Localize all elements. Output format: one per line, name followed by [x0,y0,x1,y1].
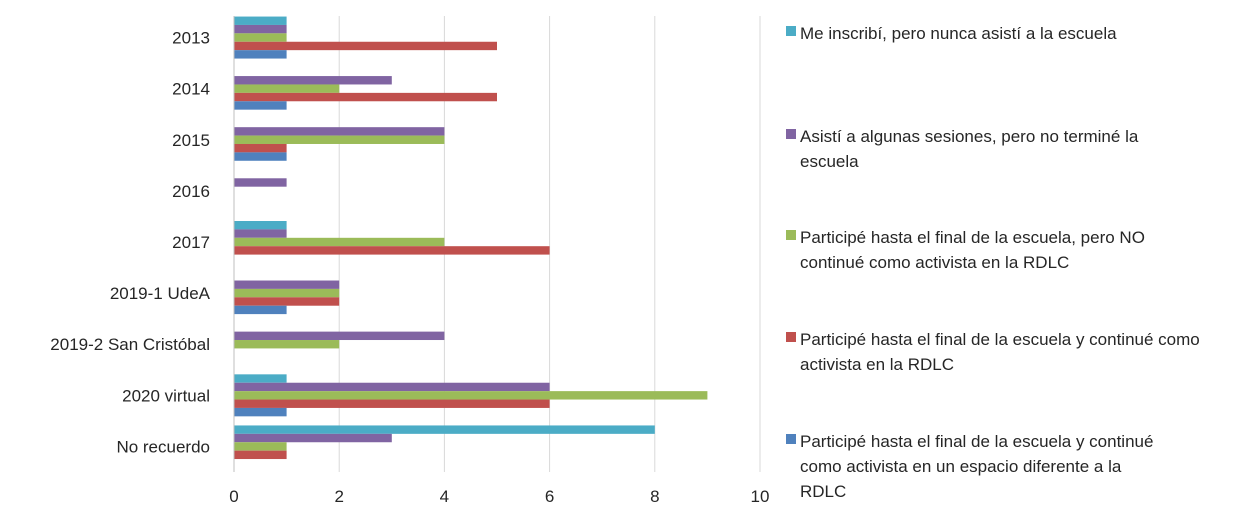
bar [234,340,340,349]
bar [234,374,287,383]
category-label: No recuerdo [116,437,210,456]
category-label: 2013 [172,29,210,48]
legend-swatch [786,332,796,342]
legend-item: Participé hasta el final de la escuela y… [786,327,1200,377]
bar [234,24,287,34]
bar [234,382,550,392]
bar [234,41,497,51]
category-label: 2015 [172,131,210,150]
bar [234,101,287,110]
legend-label: Asistí a algunas sesiones, pero no termi… [800,127,1139,171]
bar [234,246,550,255]
legend-label: Participé hasta el final de la escuela, … [800,228,1145,272]
bar [234,407,287,417]
legend-label: Participé hasta el final de la escuela y… [800,330,1200,374]
x-tick-label: 10 [751,487,770,506]
category-label: 2020 virtual [122,386,210,405]
bar [234,229,287,238]
bar [234,92,497,102]
bar [234,127,445,136]
bar [234,399,550,408]
legend-item: Asistí a algunas sesiones, pero no termi… [786,124,1200,174]
category-label: 2017 [172,233,210,252]
legend-swatch [786,230,796,240]
bar [234,433,392,443]
legend-swatch [786,434,796,444]
bar [234,425,655,434]
x-tick-label: 6 [545,487,554,506]
legend: Me inscribí, pero nunca asistí a la escu… [786,0,1246,510]
x-tick-label: 0 [229,487,238,506]
bar [234,305,287,315]
x-tick-label: 4 [440,487,449,506]
x-tick-label: 2 [334,487,343,506]
bar [234,450,287,460]
bar [234,442,287,451]
category-label: 2019-2 San Cristóbal [50,335,210,354]
bar [234,280,340,289]
bar [234,16,287,25]
bar [234,84,340,93]
category-label: 2014 [172,80,210,99]
legend-item: Participé hasta el final de la escuela y… [786,429,1170,504]
legend-label: Me inscribí, pero nunca asistí a la escu… [800,24,1117,43]
legend-item: Participé hasta el final de la escuela, … [786,225,1200,275]
category-label: 2016 [172,182,210,201]
bar [234,76,392,85]
bar [234,152,287,161]
bar [234,331,445,341]
bar [234,135,445,144]
bar [234,221,287,230]
bar [234,391,708,400]
legend-swatch [786,26,796,36]
bar [234,33,287,42]
category-label: 2019-1 UdeA [110,284,211,303]
legend-swatch [786,129,796,139]
x-tick-label: 8 [650,487,659,506]
legend-item: Me inscribí, pero nunca asistí a la escu… [786,21,1200,46]
bar [234,288,340,298]
bar [234,297,340,306]
bar [234,143,287,153]
bar [234,237,445,247]
bar [234,178,287,187]
legend-label: Participé hasta el final de la escuela y… [800,432,1154,501]
bar [234,50,287,59]
